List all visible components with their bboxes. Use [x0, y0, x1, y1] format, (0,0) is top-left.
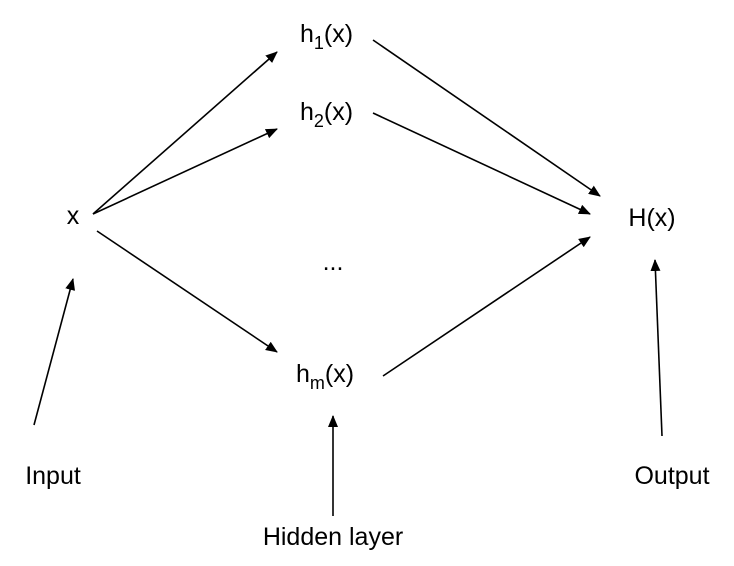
node-ellipsis: ... — [323, 248, 344, 276]
edge-x-to-hm — [96, 230, 278, 353]
caption-hidden-layer: Hidden layer — [263, 523, 403, 551]
node-h1: h1(x) — [300, 20, 353, 53]
node-hm-sub: m — [310, 373, 325, 393]
node-hm: hm(x) — [296, 360, 354, 393]
edge-x-to-h1 — [92, 51, 278, 215]
caption-output: Output — [634, 462, 709, 490]
edge-h1-to-output — [372, 39, 601, 197]
node-h1-arg: (x) — [324, 20, 353, 48]
edge-input-caption — [33, 278, 75, 426]
edge-output-caption — [650, 259, 663, 437]
node-input: x — [67, 202, 80, 230]
node-h1-sub: 1 — [314, 33, 324, 53]
edge-x-to-h2 — [92, 128, 278, 215]
edge-hm-to-output — [382, 236, 591, 377]
node-h2-sub: 2 — [314, 111, 324, 131]
node-h2-base: h — [300, 98, 314, 126]
node-h2: h2(x) — [300, 98, 353, 131]
caption-input: Input — [25, 462, 81, 490]
node-hm-arg: (x) — [325, 360, 354, 388]
node-h1-base: h — [300, 20, 314, 48]
node-hm-base: h — [296, 360, 310, 388]
node-h2-arg: (x) — [324, 98, 353, 126]
edge-h2-to-output — [372, 112, 591, 215]
node-output: H(x) — [628, 204, 675, 232]
